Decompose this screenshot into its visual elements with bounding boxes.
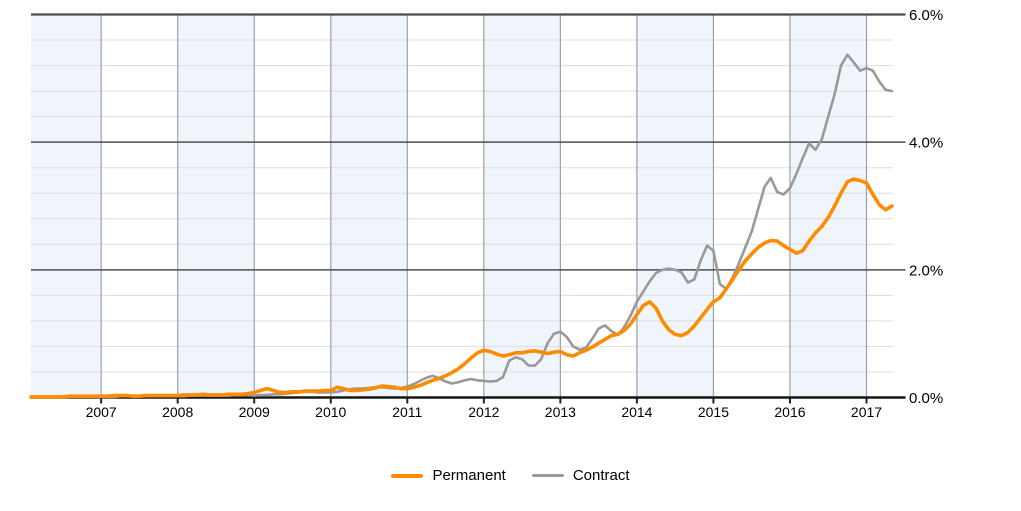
x-tick-label: 2014 xyxy=(621,404,652,420)
year-band xyxy=(789,14,867,398)
y-tick-label: 4.0% xyxy=(909,135,943,152)
contract-line-swatch xyxy=(531,474,564,477)
legend-label-permanent: Permanent xyxy=(432,467,506,484)
x-tick-label: 2008 xyxy=(162,404,193,420)
year-band xyxy=(636,14,714,398)
x-tick-label: 2007 xyxy=(86,404,117,420)
permanent-line-swatch xyxy=(391,473,424,478)
x-tick-label: 2012 xyxy=(468,404,499,420)
legend-item-contract: Contract xyxy=(531,467,630,484)
y-tick-label: 6.0% xyxy=(909,7,943,24)
y-tick-label: 2.0% xyxy=(909,262,943,279)
legend-item-permanent: Permanent xyxy=(391,467,506,484)
legend: Permanent Contract xyxy=(0,467,1021,484)
year-band xyxy=(483,14,561,398)
y-tick-label: 0.0% xyxy=(909,390,943,407)
year-band xyxy=(31,14,102,398)
permanent-line xyxy=(29,177,894,399)
x-tick-label: 2009 xyxy=(239,404,270,420)
x-tick-label: 2016 xyxy=(774,404,805,420)
year-band xyxy=(177,14,255,398)
x-tick-label: 2017 xyxy=(851,404,882,420)
x-tick-label: 2015 xyxy=(698,404,729,420)
x-tick-label: 2011 xyxy=(392,404,422,420)
x-tick-label: 2013 xyxy=(545,404,576,420)
year-band xyxy=(330,14,408,398)
x-tick-label: 2010 xyxy=(315,404,346,420)
legend-label-contract: Contract xyxy=(572,467,630,484)
